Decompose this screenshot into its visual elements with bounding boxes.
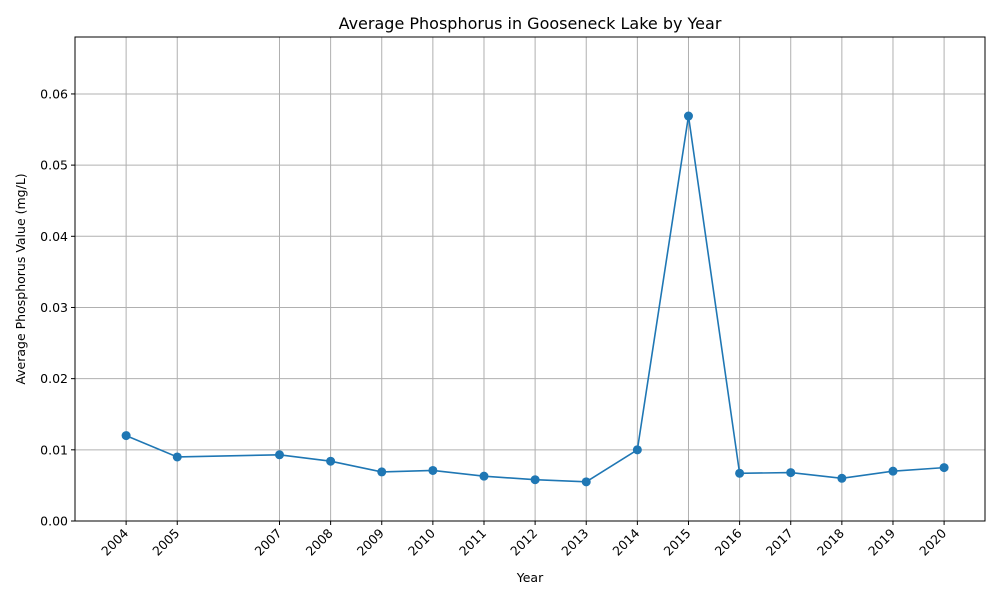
grid-layer	[75, 37, 985, 522]
x-tick-label: 2011	[456, 526, 489, 559]
chart-title: Average Phosphorus in Gooseneck Lake by …	[339, 14, 722, 33]
x-tick-label: 2007	[252, 526, 285, 559]
y-tick-label: 0.03	[40, 300, 68, 315]
y-tick-label: 0.06	[40, 86, 68, 101]
data-point-2015	[683, 111, 693, 121]
data-point-2014	[632, 445, 642, 455]
data-point-2012	[530, 475, 540, 485]
x-tick-label: 2015	[661, 526, 694, 559]
x-tick-label: 2004	[98, 525, 131, 558]
x-tick-label: 2012	[507, 526, 540, 559]
data-point-2016	[735, 468, 745, 478]
data-point-2011	[479, 471, 489, 481]
x-tick-label: 2005	[149, 526, 182, 559]
data-point-2008	[326, 456, 336, 466]
data-point-2013	[581, 477, 591, 487]
x-tick-label: 2017	[763, 526, 796, 559]
x-tick-label: 2019	[865, 525, 898, 558]
x-tick-label: 2016	[712, 525, 745, 558]
y-tick-label: 0.00	[40, 514, 68, 529]
x-tick-label: 2009	[354, 525, 387, 558]
y-tick-label: 0.05	[40, 158, 68, 173]
data-point-2004	[121, 431, 131, 441]
data-point-2020	[939, 463, 949, 473]
x-tick-label: 2013	[558, 526, 591, 559]
x-tick-label: 2010	[405, 525, 438, 558]
plot-frame	[74, 36, 986, 522]
data-point-2017	[786, 468, 796, 478]
tick-layer: 0.00 0.01 0.02 0.03 0.04 0.05 0.06 2004 2005 2007…	[40, 86, 949, 558]
x-tick-label: 2008	[303, 525, 336, 558]
data-point-2018	[837, 473, 847, 483]
x-tick-label: 2020	[916, 525, 949, 558]
y-tick-label: 0.01	[40, 442, 68, 457]
x-tick-label: 2018	[814, 525, 847, 558]
y-tick-label: 0.02	[40, 371, 68, 386]
x-tick-label: 2014	[609, 525, 642, 558]
data-point-2010	[428, 465, 438, 475]
data-point-2007	[274, 450, 284, 460]
y-axis-label: Average Phosphorus Value (mg/L)	[13, 173, 28, 384]
data-point-2009	[377, 467, 387, 477]
series-line	[125, 115, 945, 483]
data-point-2019	[888, 466, 898, 476]
series-layer	[121, 111, 949, 487]
x-axis-label: Year	[516, 570, 544, 585]
data-point-2005	[172, 452, 182, 462]
y-tick-label: 0.04	[40, 229, 68, 244]
